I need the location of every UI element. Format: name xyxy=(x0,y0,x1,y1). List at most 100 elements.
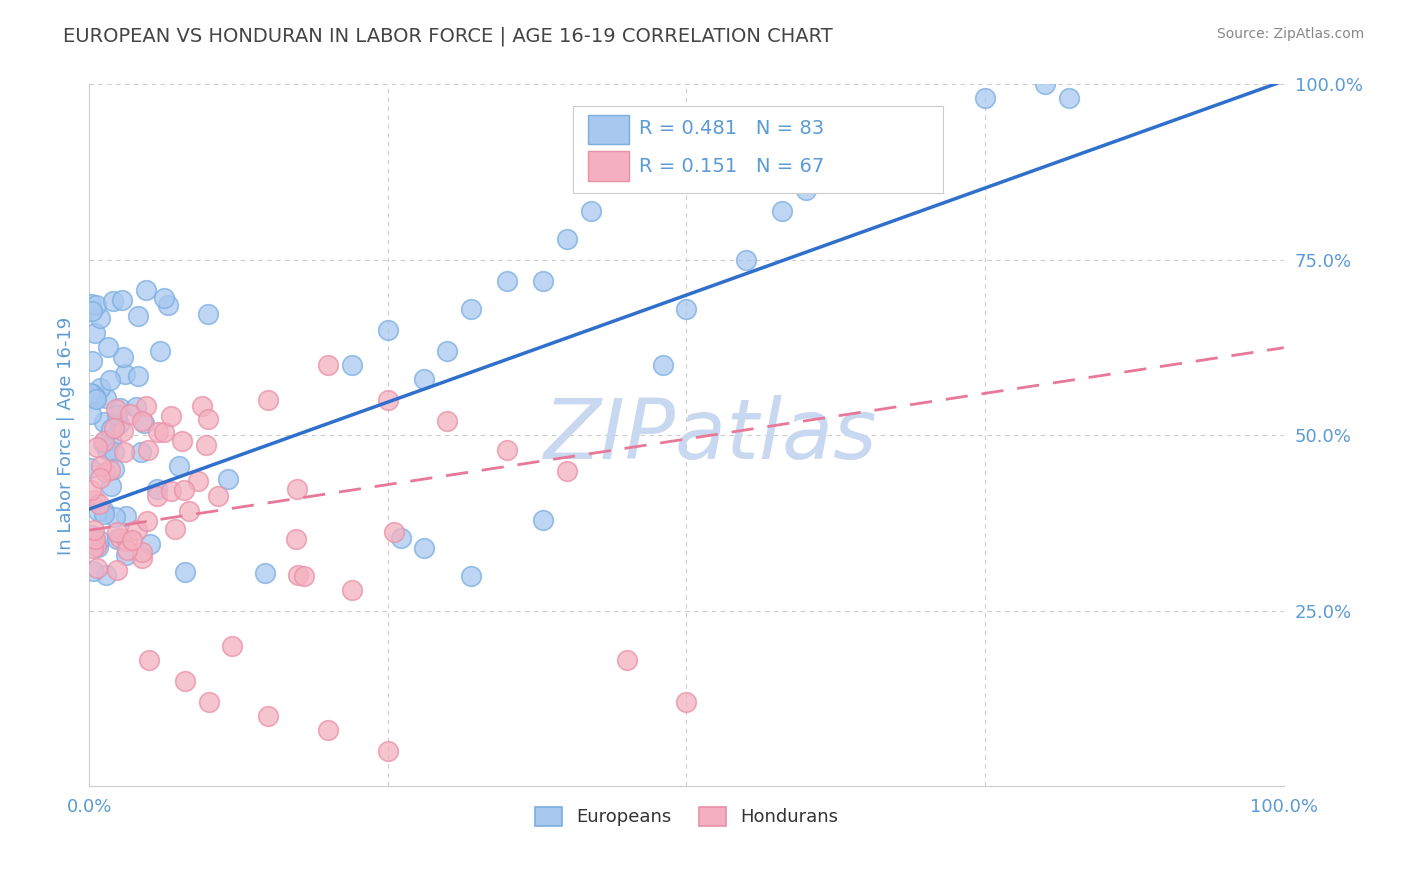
Point xyxy=(125,400,148,414)
Point xyxy=(114,367,136,381)
Point xyxy=(127,310,149,324)
Point xyxy=(412,372,434,386)
Point xyxy=(138,537,160,551)
Point xyxy=(84,392,107,407)
Text: Source: ZipAtlas.com: Source: ZipAtlas.com xyxy=(1216,27,1364,41)
Text: ZIPatlas: ZIPatlas xyxy=(544,395,877,476)
Point xyxy=(131,545,153,559)
Point xyxy=(101,293,124,308)
Point xyxy=(460,302,482,317)
Point xyxy=(118,407,141,421)
Point xyxy=(104,509,127,524)
Point xyxy=(159,483,181,498)
Point xyxy=(1057,91,1080,105)
Point xyxy=(79,528,101,542)
Point xyxy=(98,373,121,387)
Point xyxy=(127,368,149,383)
Point xyxy=(97,340,120,354)
Point xyxy=(285,482,308,496)
Point xyxy=(93,434,115,448)
Point xyxy=(195,437,218,451)
Point xyxy=(217,472,239,486)
Point xyxy=(86,440,108,454)
Point xyxy=(91,435,114,450)
Point xyxy=(174,566,197,580)
Point xyxy=(115,509,138,524)
Point xyxy=(96,391,118,405)
Point xyxy=(111,293,134,307)
Point xyxy=(82,541,104,555)
Point xyxy=(79,385,101,400)
Point xyxy=(284,532,307,546)
Point xyxy=(616,653,638,667)
Point xyxy=(117,543,139,558)
Point xyxy=(80,483,103,498)
Text: EUROPEAN VS HONDURAN IN LABOR FORCE | AGE 16-19 CORRELATION CHART: EUROPEAN VS HONDURAN IN LABOR FORCE | AG… xyxy=(63,27,832,46)
Point xyxy=(80,297,103,311)
Point xyxy=(159,409,181,424)
Text: R = 0.151   N = 67: R = 0.151 N = 67 xyxy=(638,157,824,176)
Point xyxy=(100,422,122,436)
Point xyxy=(177,504,200,518)
Point xyxy=(108,401,131,415)
Point xyxy=(207,489,229,503)
Point xyxy=(675,302,697,317)
Point xyxy=(115,534,138,549)
Point xyxy=(115,548,138,562)
Point xyxy=(131,414,153,428)
Point xyxy=(112,350,135,364)
Point xyxy=(84,532,107,546)
Point xyxy=(121,533,143,547)
Point xyxy=(163,522,186,536)
Point xyxy=(89,381,111,395)
Point xyxy=(173,674,195,689)
Point xyxy=(794,183,817,197)
Point xyxy=(86,298,108,312)
Point xyxy=(80,354,103,368)
Point xyxy=(86,560,108,574)
Point xyxy=(93,504,115,518)
Point xyxy=(138,653,160,667)
Point xyxy=(83,390,105,404)
Point xyxy=(112,424,135,438)
Point xyxy=(80,408,103,422)
Point xyxy=(112,445,135,459)
Point xyxy=(292,569,315,583)
Point xyxy=(531,513,554,527)
FancyBboxPatch shape xyxy=(589,151,628,180)
FancyBboxPatch shape xyxy=(589,115,628,145)
Point xyxy=(496,274,519,288)
Point xyxy=(412,541,434,555)
Point xyxy=(153,292,176,306)
Point xyxy=(377,393,399,408)
Point xyxy=(103,421,125,435)
Point xyxy=(377,744,399,758)
Point xyxy=(80,303,103,318)
Point xyxy=(340,582,363,597)
Point xyxy=(94,568,117,582)
Point xyxy=(105,564,128,578)
Point xyxy=(146,490,169,504)
Point xyxy=(173,483,195,498)
Point xyxy=(108,531,131,545)
Point xyxy=(79,461,101,475)
Point xyxy=(436,344,458,359)
Point xyxy=(96,443,118,458)
Point xyxy=(82,565,104,579)
Point xyxy=(579,203,602,218)
Point xyxy=(496,442,519,457)
Point xyxy=(100,434,122,448)
Point xyxy=(257,709,280,723)
Point xyxy=(555,232,578,246)
Point xyxy=(89,497,111,511)
Point xyxy=(103,462,125,476)
Point xyxy=(82,387,104,401)
Point xyxy=(105,402,128,417)
Point xyxy=(197,307,219,321)
Point xyxy=(107,524,129,539)
Point xyxy=(125,523,148,537)
Point xyxy=(84,492,107,507)
Point xyxy=(108,417,131,431)
Point xyxy=(83,523,105,537)
Point xyxy=(87,540,110,554)
